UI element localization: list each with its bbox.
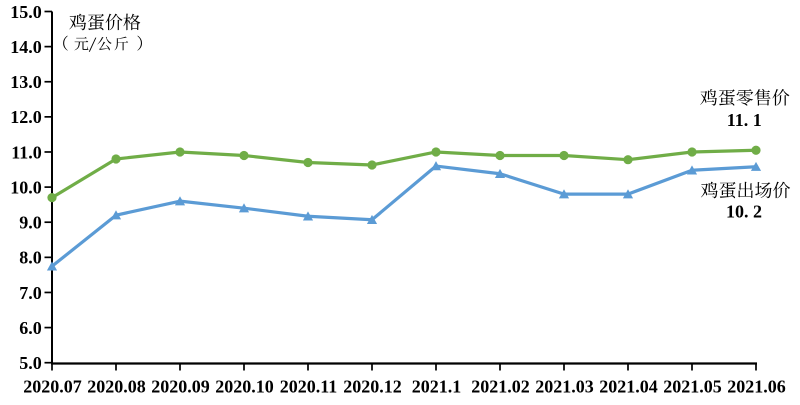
svg-text:11. 1: 11. 1 bbox=[727, 110, 762, 130]
svg-text:14.0: 14.0 bbox=[10, 37, 42, 57]
svg-text:6.0: 6.0 bbox=[19, 318, 42, 338]
svg-text:2020.11: 2020.11 bbox=[280, 377, 338, 397]
svg-text:13.0: 13.0 bbox=[10, 72, 42, 92]
svg-text:9.0: 9.0 bbox=[19, 213, 42, 233]
svg-text:2020.09: 2020.09 bbox=[151, 377, 210, 397]
svg-text:2021.04: 2021.04 bbox=[599, 377, 658, 397]
svg-text:12.0: 12.0 bbox=[10, 107, 42, 127]
svg-text:7.0: 7.0 bbox=[19, 283, 42, 303]
svg-text:2021.05: 2021.05 bbox=[663, 377, 722, 397]
svg-text:2020.08: 2020.08 bbox=[87, 377, 146, 397]
svg-text:2021.1: 2021.1 bbox=[412, 377, 462, 397]
svg-text:2021.02: 2021.02 bbox=[471, 377, 530, 397]
svg-text:2021.03: 2021.03 bbox=[535, 377, 594, 397]
svg-text:2020.12: 2020.12 bbox=[343, 377, 402, 397]
svg-text:8.0: 8.0 bbox=[19, 248, 42, 268]
svg-text:2021.06: 2021.06 bbox=[727, 377, 786, 397]
svg-text:10.0: 10.0 bbox=[10, 177, 42, 197]
svg-text:5.0: 5.0 bbox=[19, 353, 42, 373]
svg-text:2020.07: 2020.07 bbox=[23, 377, 82, 397]
svg-text:2020.10: 2020.10 bbox=[215, 377, 274, 397]
svg-text:10. 2: 10. 2 bbox=[726, 202, 762, 222]
svg-text:11.0: 11.0 bbox=[11, 142, 42, 162]
svg-text:15.0: 15.0 bbox=[10, 2, 42, 22]
